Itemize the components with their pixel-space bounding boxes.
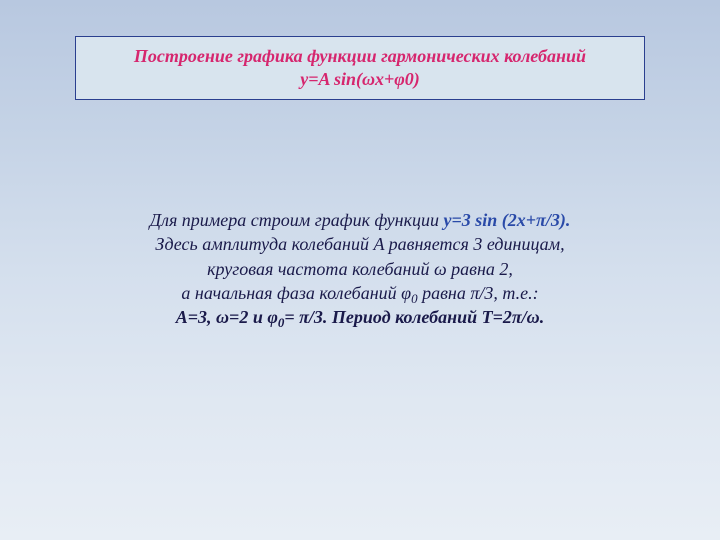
body-line-3: круговая частота колебаний ω равна 2, bbox=[90, 257, 630, 281]
body-line-5: A=3, ω=2 и φ0= π/3. Период колебаний T=2… bbox=[90, 305, 630, 329]
body-line-4: а начальная фаза колебаний φ0 равна π/3,… bbox=[90, 281, 630, 305]
title-line-1: Построение графика функции гармонических… bbox=[134, 45, 586, 68]
body-line-1-plain: Для примера строим график функции bbox=[150, 210, 444, 230]
title-line-2: y=A sin(ωx+φ0) bbox=[300, 68, 420, 91]
title-box: Построение графика функции гармонических… bbox=[75, 36, 645, 100]
body-line-1: Для примера строим график функции y=3 si… bbox=[90, 208, 630, 232]
body-line-1-highlight: y=3 sin (2x+π/3). bbox=[444, 210, 571, 230]
body-line-2: Здесь амплитуда колебаний A равняется 3 … bbox=[90, 232, 630, 256]
body-text: Для примера строим график функции y=3 si… bbox=[90, 208, 630, 329]
